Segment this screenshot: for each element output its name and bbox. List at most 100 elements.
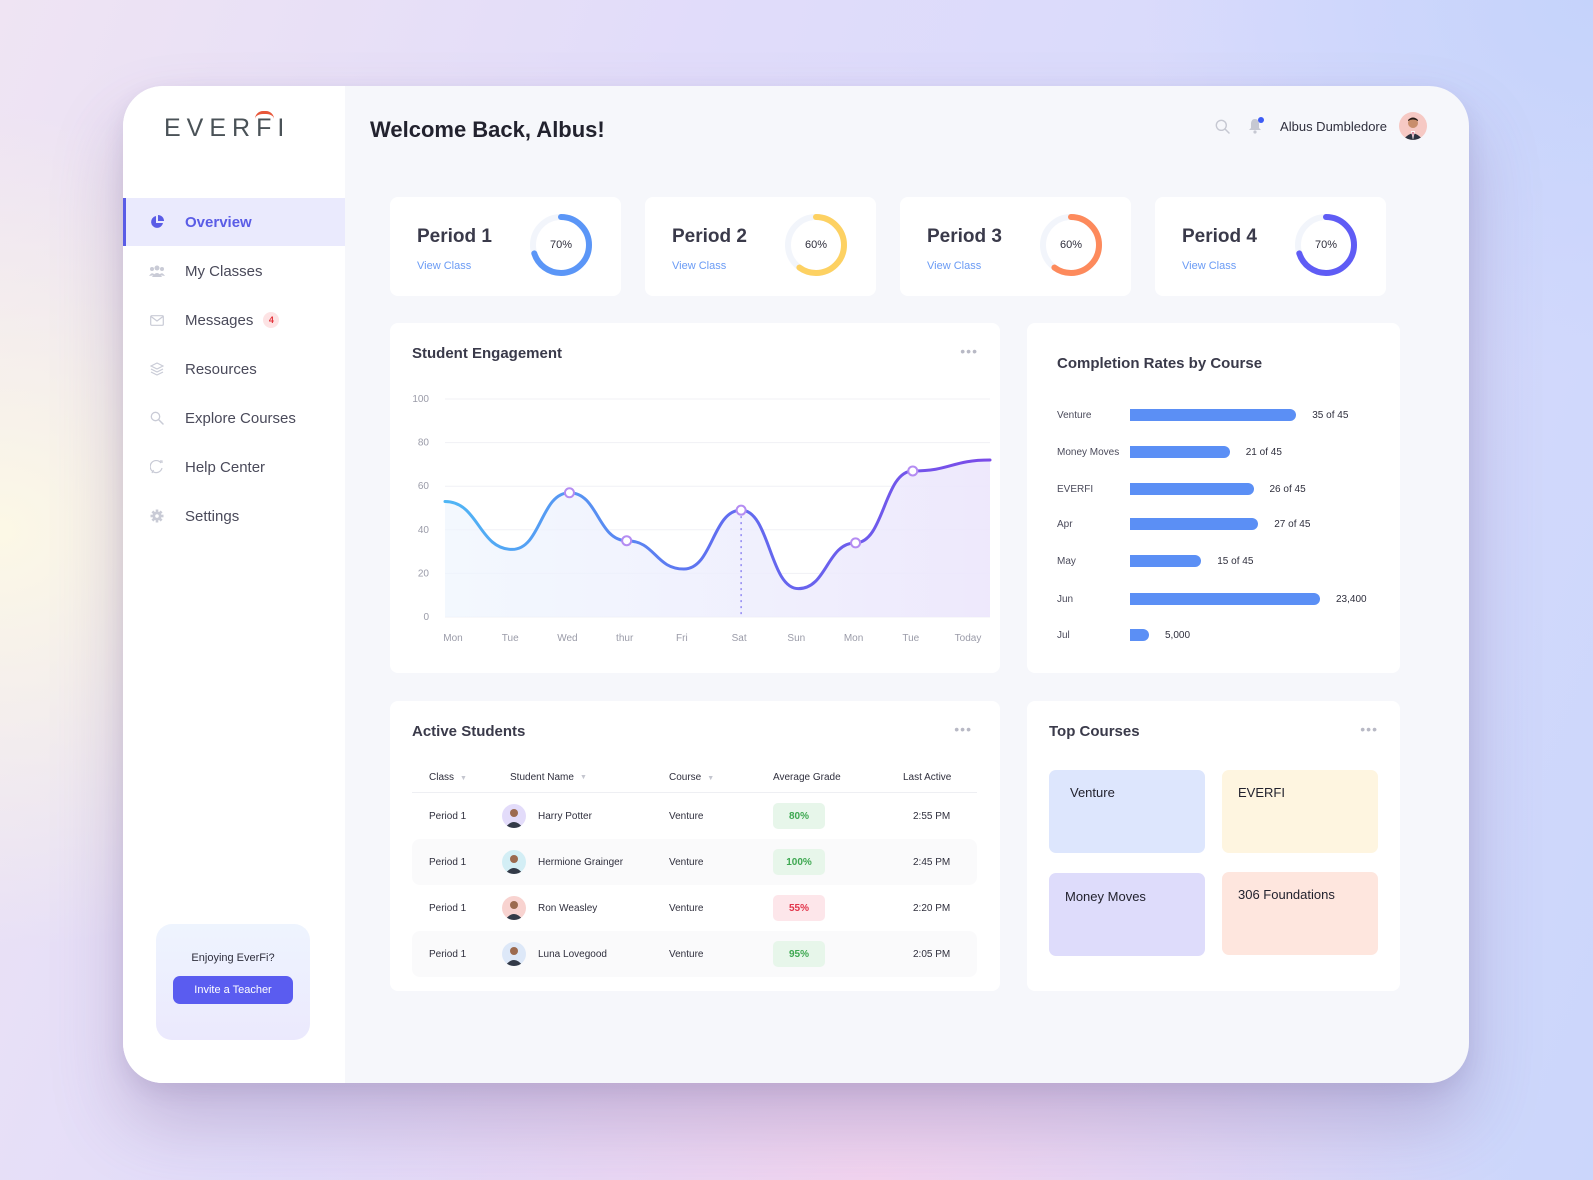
course-tile-venture[interactable]: Venture (1049, 770, 1205, 853)
progress-donut (1040, 214, 1102, 276)
panel-title: Top Courses (1049, 723, 1140, 740)
sidebar-item-help-center[interactable]: Help Center (123, 443, 345, 491)
app-window: EVER F I Overview My Classes Messages (123, 86, 1469, 1083)
column-header-last-active: Last Active (903, 772, 952, 783)
grade-badge: 95% (773, 941, 825, 967)
bar-label: EVERFI (1057, 483, 1094, 495)
column-header-course[interactable]: Course ▼ (669, 772, 715, 783)
completion-rates-card: Completion Rates by Course Venture 35 of… (1027, 323, 1400, 673)
course-tile-306-foundations[interactable]: 306 Foundations (1222, 872, 1378, 955)
progress-donut (785, 214, 847, 276)
period-card-3: Period 3 View Class 60% (900, 197, 1131, 296)
view-class-link[interactable]: View Class (927, 260, 982, 272)
bar-row: EVERFI 26 of 45 (1057, 482, 1387, 496)
cell-class: Period 1 (429, 902, 467, 914)
table-row[interactable]: Period 1 Ron Weasley Venture 55% 2:20 PM (412, 885, 977, 931)
view-class-link[interactable]: View Class (417, 260, 472, 272)
more-options-button[interactable]: ••• (960, 343, 978, 359)
more-options-button[interactable]: ••• (954, 721, 972, 737)
sidebar-item-explore-courses[interactable]: Explore Courses (123, 394, 345, 442)
bar-label: May (1057, 555, 1076, 567)
invite-question: Enjoying EverFi? (191, 952, 275, 964)
column-header-student-name[interactable]: Student Name ▼ (510, 772, 587, 783)
progress-donut (1295, 214, 1357, 276)
sidebar-item-label: Settings (185, 507, 240, 525)
svg-text:0: 0 (423, 612, 429, 623)
course-tile-everfi[interactable]: EVERFI (1222, 770, 1378, 853)
progress-percent: 60% (804, 239, 828, 251)
bar[interactable] (1130, 483, 1254, 495)
period-card-1: Period 1 View Class 70% (390, 197, 621, 296)
students-table: Class ▼ Student Name ▼ Course ▼ Average Gra… (412, 763, 977, 977)
student-avatar (502, 804, 526, 828)
notification-dot (1258, 117, 1265, 123)
sidebar-item-label: Explore Courses (185, 409, 296, 427)
top-courses-card: Top Courses ••• Venture EVERFI Money Mov… (1027, 701, 1400, 991)
bar-value: 5,000 (1165, 629, 1191, 641)
view-class-link[interactable]: View Class (672, 260, 727, 272)
bar[interactable] (1130, 518, 1259, 530)
table-row[interactable]: Period 1 Harry Potter Venture 80% 2:55 P… (412, 793, 977, 839)
bar[interactable] (1130, 446, 1230, 458)
bar-row: Money Moves 21 of 45 (1057, 445, 1387, 459)
notification-bell-icon[interactable] (1248, 117, 1265, 134)
sidebar-item-resources[interactable]: Resources (123, 345, 345, 393)
student-name[interactable]: Ron Weasley (538, 902, 598, 914)
logo-arc-icon (255, 111, 275, 119)
everfi-logo[interactable]: EVER F I (164, 111, 290, 143)
invite-teacher-button[interactable]: Invite a Teacher (173, 976, 293, 1004)
bar-value: 21 of 45 (1245, 446, 1282, 458)
search-icon (149, 410, 165, 426)
grade-badge: 55% (773, 895, 825, 921)
bar[interactable] (1130, 555, 1202, 567)
student-name[interactable]: Luna Lovegood (538, 948, 607, 960)
period-card-2: Period 2 View Class 60% (645, 197, 876, 296)
mail-icon (149, 312, 165, 328)
bar-value: 26 of 45 (1269, 483, 1306, 495)
table-header: Class ▼ Student Name ▼ Course ▼ Average Gra… (412, 763, 977, 793)
student-name[interactable]: Hermione Grainger (538, 856, 624, 868)
svg-text:20: 20 (418, 568, 430, 579)
bar[interactable] (1130, 409, 1297, 421)
svg-text:100: 100 (412, 394, 429, 405)
sidebar-item-settings[interactable]: Settings (123, 492, 345, 540)
cell-student: Luna Lovegood (502, 942, 652, 966)
sidebar-item-label: Overview (185, 213, 252, 231)
active-students-card: Active Students ••• Class ▼ Student Name ▼… (390, 701, 1000, 991)
student-engagement-card: Student Engagement ••• 0 20 40 60 80 100 Mon Tu… (390, 323, 1000, 673)
progress-percent: 60% (1059, 239, 1083, 251)
sidebar-item-overview[interactable]: Overview (123, 198, 345, 246)
messages-count-badge: 4 (263, 312, 280, 328)
user-avatar[interactable] (1399, 112, 1427, 140)
panel-title: Completion Rates by Course (1057, 355, 1263, 372)
pie-chart-icon (149, 214, 165, 230)
bar-label: Apr (1057, 518, 1073, 530)
cell-last-active: 2:45 PM (913, 856, 951, 868)
bar-label: Money Moves (1057, 446, 1120, 458)
column-header-class[interactable]: Class ▼ (429, 772, 467, 783)
search-icon[interactable] (1215, 119, 1230, 134)
more-options-button[interactable]: ••• (1360, 721, 1378, 737)
svg-text:Today: Today (955, 633, 982, 644)
chat-icon (149, 459, 165, 475)
bar[interactable] (1130, 629, 1149, 641)
table-row[interactable]: Period 1 Luna Lovegood Venture 95% 2:05 … (412, 931, 977, 977)
bar-label: Jul (1057, 629, 1070, 641)
svg-text:thur: thur (616, 633, 634, 644)
sidebar-item-label: Messages (185, 311, 254, 329)
grade-badge: 80% (773, 803, 825, 829)
svg-text:Sun: Sun (787, 633, 805, 644)
cell-course: Venture (669, 902, 704, 914)
sidebar-item-messages[interactable]: Messages 4 (123, 296, 345, 344)
bar-label: Jun (1057, 593, 1074, 605)
svg-text:Wed: Wed (557, 633, 577, 644)
student-name[interactable]: Harry Potter (538, 810, 592, 822)
bar-label: Venture (1057, 409, 1092, 421)
student-avatar (502, 942, 526, 966)
table-row[interactable]: Period 1 Hermione Grainger Venture 100% … (412, 839, 977, 885)
view-class-link[interactable]: View Class (1182, 260, 1237, 272)
bar[interactable] (1130, 593, 1320, 605)
course-tile-money-moves[interactable]: Money Moves (1049, 873, 1205, 956)
sidebar-item-my-classes[interactable]: My Classes (123, 247, 345, 295)
user-name[interactable]: Albus Dumbledore (1280, 118, 1387, 134)
